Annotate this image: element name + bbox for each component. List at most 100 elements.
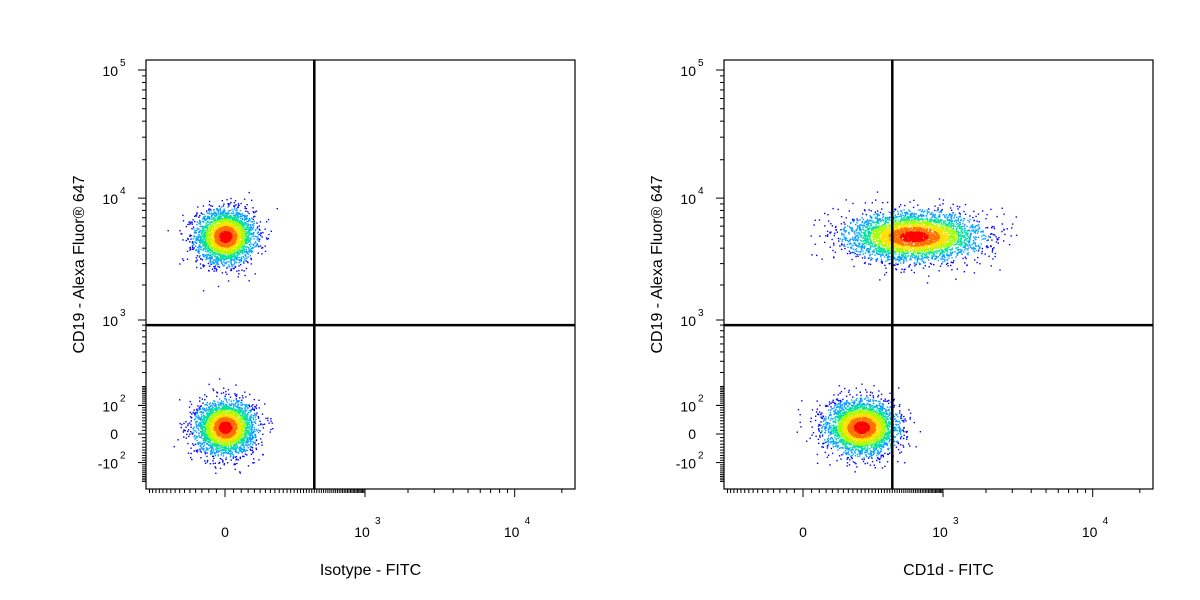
event-dot [213,412,215,415]
event-dot [236,418,239,421]
event-dot [249,438,251,441]
event-dot [261,247,263,249]
event-dot [243,242,245,244]
event-dot [231,208,233,211]
event-dot [198,216,200,218]
event-dot [245,441,247,443]
event-dot [212,406,214,409]
event-dot [218,462,220,464]
event-dot [241,410,244,412]
event-dot [224,252,226,254]
event-dot [223,443,225,445]
event-dot [203,229,205,231]
event-dot [239,412,241,415]
event-dot [252,440,254,443]
event-dot [215,267,217,270]
event-dot [236,414,238,416]
event-dot [197,246,199,249]
event-dot [224,395,226,398]
event-dot [195,415,197,417]
event-dot [233,407,235,410]
event-dot [179,263,181,265]
event-dot [212,410,214,412]
event-dot [220,410,222,412]
event-dot [212,213,214,215]
event-dot [179,399,181,401]
event-dot [240,249,242,251]
event-dot [239,422,241,425]
event-dot [236,439,238,442]
event-dot [248,404,250,406]
event-dot [238,259,240,261]
event-dot [211,237,213,240]
event-dot [201,447,203,449]
event-dot [217,416,219,418]
event-dot [211,423,214,425]
event-dot [200,405,203,407]
event-dot [217,406,220,408]
event-dot [252,218,254,221]
event-dot [189,433,191,435]
event-dot [193,435,195,438]
event-dot [250,233,253,235]
event-dot [213,449,215,451]
event-dot [206,452,208,454]
event-dot [252,442,254,444]
event-dot [233,444,235,447]
event-dot [258,417,260,419]
event-dot [214,412,216,414]
event-dot [204,450,206,452]
event-dot [212,442,214,445]
event-dot [239,414,241,416]
event-dot [207,418,209,420]
event-dot [250,428,252,430]
event-dot [241,244,243,246]
event-dot [252,431,255,433]
event-dot [261,413,264,415]
event-dot [232,253,234,256]
event-dot [222,212,225,214]
event-dot [237,246,239,249]
event-dot [194,414,196,416]
event-dot [192,235,195,237]
event-dot [193,228,195,230]
event-dot [201,425,203,428]
event-dot [236,238,238,240]
event-dot [256,244,258,246]
event-dot [247,440,249,442]
event-dot [230,407,232,409]
event-dot [256,228,258,230]
event-dot [236,401,238,403]
event-dot [213,415,215,417]
event-dot [200,446,202,448]
event-dot [245,255,247,257]
event-dot [239,428,241,430]
event-dot [202,228,204,230]
event-dot [212,447,214,449]
event-dot [199,263,202,265]
event-dot [254,416,257,418]
event-dot [239,227,241,229]
event-dot [205,422,207,425]
event-dot [202,220,204,223]
event-dot [205,235,207,237]
event-dot [242,455,244,457]
event-dot [243,198,246,200]
event-dot [249,405,251,408]
event-dot [211,214,213,216]
event-dot [223,222,225,224]
event-dot [230,442,232,444]
event-dot [254,211,256,213]
event-dot [181,233,183,235]
event-dot [189,422,191,424]
event-dot [237,404,239,406]
event-dot [191,228,193,230]
event-dot [209,442,211,444]
event-dot [243,216,246,218]
event-dot [201,229,204,232]
event-dot [200,414,203,416]
event-dot [191,245,194,247]
event-dot [228,444,230,446]
event-dot [235,443,238,445]
event-dot [210,246,213,248]
